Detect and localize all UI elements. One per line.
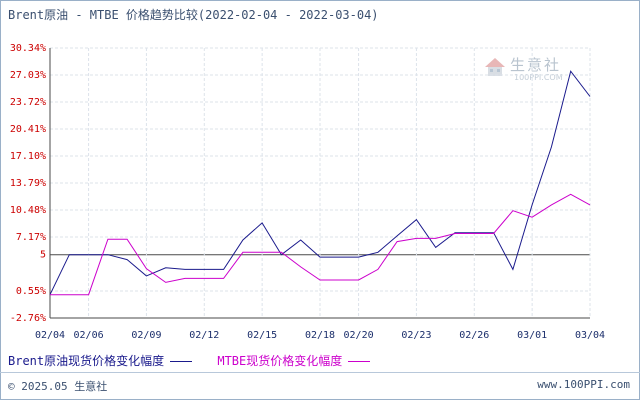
chart-title: Brent原油 - MTBE 价格趋势比较(2022-02-04 - 2022-… xyxy=(8,8,379,22)
y-tick-label: -2.76% xyxy=(10,313,46,324)
x-tick-label: 03/01 xyxy=(517,330,547,341)
y-tick-labels: 30.34% 27.03% 23.72% 20.41% 17.10% 13.79% 10.4… xyxy=(10,43,46,324)
x-tick-label: 02/12 xyxy=(189,330,219,341)
legend-series2-label: MTBE现货价格变化幅度 xyxy=(217,354,343,368)
x-tick-label: 03/04 xyxy=(575,330,605,341)
legend-series2-swatch xyxy=(348,361,371,362)
x-tick-labels: 02/04 02/06 02/09 02/12 02/15 02/18 02/20 02/23… xyxy=(35,330,605,341)
legend: Brent原油现货价格变化幅度 MTBE现货价格变化幅度 xyxy=(8,352,371,369)
y-tick-label: 0.55% xyxy=(16,286,46,297)
series-lines xyxy=(49,70,591,296)
y-tick-label: 17.10% xyxy=(10,151,46,162)
y-tick-label: 5 xyxy=(40,250,46,261)
x-tick-label: 02/04 xyxy=(35,330,65,341)
y-tick-label: 7.17% xyxy=(16,232,46,243)
legend-series1-swatch xyxy=(170,361,193,362)
y-tick-label: 23.72% xyxy=(10,97,46,108)
x-tick-label: 02/06 xyxy=(74,330,104,341)
x-tick-label: 02/23 xyxy=(401,330,431,341)
watermark-name: 生意社 xyxy=(510,56,562,74)
watermark-url: 100PPI.COM xyxy=(514,73,563,82)
watermark-logo: 生意社 100PPI.COM xyxy=(480,54,590,88)
y-tick-label: 13.79% xyxy=(10,178,46,189)
y-tick-label: 10.48% xyxy=(10,205,46,216)
footer-url-link[interactable]: www.100PPI.com xyxy=(537,378,630,391)
y-tick-label: 20.41% xyxy=(10,124,46,135)
y-tick-label: 30.34% xyxy=(10,43,46,54)
x-tick-label: 02/09 xyxy=(131,330,161,341)
footer-divider xyxy=(0,372,640,373)
y-tick-label: 27.03% xyxy=(10,70,46,81)
house-icon xyxy=(485,58,505,76)
series-line-2 xyxy=(50,193,591,296)
legend-series1-label: Brent原油现货价格变化幅度 xyxy=(8,354,165,368)
footer-copyright: © 2025.05 生意社 xyxy=(8,380,108,393)
x-tick-label: 02/26 xyxy=(459,330,489,341)
x-tick-label: 02/15 xyxy=(247,330,277,341)
axes xyxy=(49,48,590,319)
x-tick-label: 02/18 xyxy=(305,330,335,341)
grid-lines xyxy=(49,47,591,319)
x-tick-label: 02/20 xyxy=(344,330,374,341)
series-line-1 xyxy=(49,70,591,295)
